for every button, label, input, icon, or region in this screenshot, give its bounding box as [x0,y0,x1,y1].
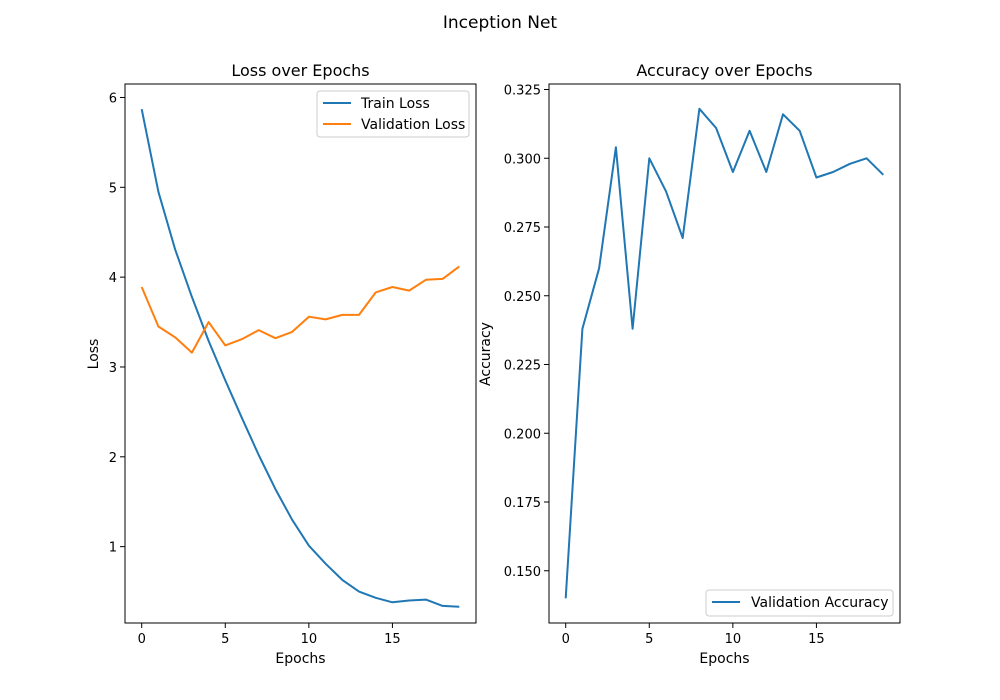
loss-x-tick-label: 5 [221,632,229,647]
accuracy-y-tick-label: 0.275 [504,221,541,236]
loss-x-tick-label: 10 [301,632,318,647]
accuracy-chart-title: Accuracy over Epochs [636,61,812,80]
loss-legend: Train Loss Validation Loss [316,90,470,138]
loss-y-tick-label: 3 [109,361,117,376]
loss-y-ticks: 1 2 3 4 5 6 [109,91,125,556]
accuracy-x-axis-label: Epochs [699,651,749,667]
loss-y-tick-label: 4 [109,271,117,286]
accuracy-y-axis-label: Accuracy [478,322,494,386]
accuracy-subplot: Accuracy over Epochs 0 5 10 15 0.1500.1750.… [478,61,901,667]
figure-title: Inception Net [443,13,558,33]
loss-plot-area [140,109,460,608]
accuracy-y-tick-label: 0.325 [504,84,541,99]
loss-x-tick-label: 0 [138,632,146,647]
loss-y-tick-label: 5 [109,181,117,196]
loss-x-tick-label: 15 [384,632,401,647]
accuracy-y-tick-label: 0.200 [504,427,541,442]
train-loss-line [140,109,460,608]
accuracy-plot-area [564,107,885,599]
loss-y-tick-label: 1 [109,541,117,556]
accuracy-axes-frame [548,83,901,624]
validation-loss-line [140,265,460,354]
loss-axes-frame [124,83,477,624]
accuracy-x-tick-label: 10 [725,632,742,647]
accuracy-y-tick-label: 0.150 [504,565,541,580]
loss-y-axis-label: Loss [86,339,102,370]
validation-accuracy-line [564,107,885,599]
accuracy-y-tick-label: 0.250 [504,290,541,305]
loss-chart-title: Loss over Epochs [231,61,369,80]
loss-legend-label-validation: Validation Loss [361,117,465,133]
loss-legend-label-train: Train Loss [360,96,430,112]
accuracy-legend-box [705,589,894,617]
accuracy-x-ticks: 0 5 10 15 [562,623,825,647]
accuracy-y-ticks: 0.150 0.175 0.200 0.225 0.250 0.275 0.300 0.325 [504,84,549,580]
loss-subplot: Loss over Epochs 0 5 10 15 1 2 3 4 5 6 Epochs Lo… [86,61,477,667]
accuracy-x-tick-label: 0 [562,632,570,647]
accuracy-y-tick-label: 0.225 [504,359,541,374]
accuracy-y-tick-label: 0.300 [504,152,541,167]
accuracy-y-tick-label: 0.175 [504,496,541,511]
loss-legend-box [316,90,470,138]
loss-x-axis-label: Epochs [275,651,325,667]
loss-y-tick-label: 6 [109,91,117,106]
loss-y-tick-label: 2 [109,451,117,466]
accuracy-legend: Validation Accuracy [705,589,894,617]
accuracy-legend-label: Validation Accuracy [751,595,889,611]
accuracy-x-tick-label: 5 [645,632,653,647]
accuracy-x-tick-label: 15 [808,632,825,647]
loss-x-ticks: 0 5 10 15 [138,623,401,647]
